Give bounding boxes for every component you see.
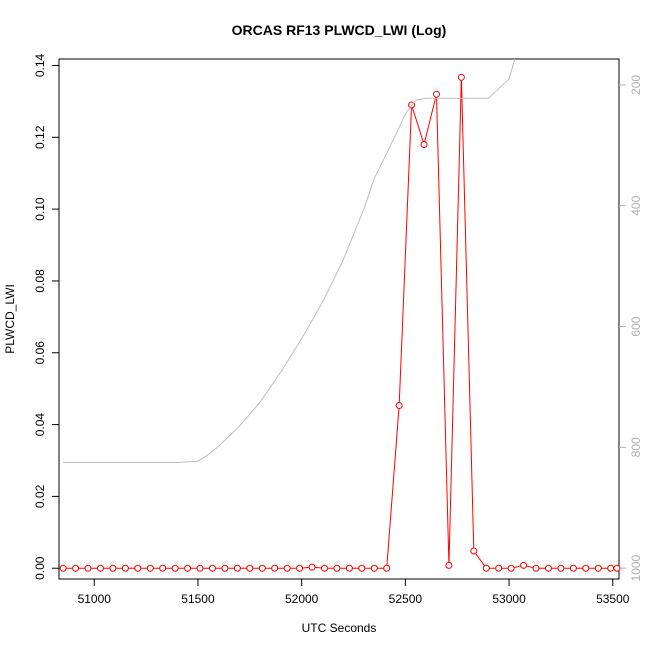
data-point [482, 564, 490, 572]
data-point [470, 547, 478, 555]
x-tick-label: 52500 [389, 592, 423, 606]
x-axis-label: UTC Seconds [302, 621, 377, 635]
data-point [296, 564, 304, 572]
data-point [96, 564, 104, 572]
y-tick-label: 0.14 [33, 53, 47, 77]
data-point [395, 402, 403, 410]
y-tick-label: 0.06 [33, 341, 47, 365]
data-point [432, 90, 440, 98]
data-point [613, 564, 621, 572]
y-tick-label: 0.10 [33, 197, 47, 221]
data-point [159, 564, 167, 572]
data-point [532, 564, 540, 572]
data-point [121, 564, 129, 572]
data-point [607, 564, 615, 572]
x-tick-label: 51500 [181, 592, 215, 606]
data-point [520, 561, 528, 569]
data-point [507, 564, 515, 572]
y-axis-label: PLWCD_LWI [3, 284, 17, 354]
x-tick-label: 53500 [596, 592, 630, 606]
data-point [333, 564, 341, 572]
y2-tick-label: 800 [629, 437, 643, 457]
secondary-line [63, 59, 516, 463]
data-point [283, 564, 291, 572]
data-point [271, 564, 279, 572]
data-point [258, 564, 266, 572]
data-point [320, 564, 328, 572]
data-point [184, 564, 192, 572]
y2-tick-label: 200 [629, 75, 643, 95]
data-point [420, 140, 428, 148]
y2-tick-label: 600 [629, 316, 643, 336]
plot-frame [58, 58, 620, 580]
data-point [72, 564, 80, 572]
axis-ticks: 51000 51500 52000 52500 53000 53500 0.00 0.02 0.… [33, 53, 643, 606]
data-point [383, 564, 391, 572]
data-point [246, 564, 254, 572]
x-tick-label: 52000 [285, 592, 319, 606]
y2-tick-label: 400 [629, 195, 643, 215]
data-point [495, 564, 503, 572]
data-point [544, 564, 552, 572]
y-tick-label: 0.04 [33, 413, 47, 437]
data-point [594, 564, 602, 572]
data-point [221, 564, 229, 572]
y-tick-label: 0.08 [33, 269, 47, 293]
data-point [59, 564, 67, 572]
data-point [358, 564, 366, 572]
data-point [582, 564, 590, 572]
x-tick-label: 53000 [492, 592, 526, 606]
x-tick-label: 51000 [78, 592, 112, 606]
data-point [134, 564, 142, 572]
data-point [208, 564, 216, 572]
data-point [196, 564, 204, 572]
data-point [345, 564, 353, 572]
data-point [445, 561, 453, 569]
data-point [171, 564, 179, 572]
data-point [84, 564, 92, 572]
chart-title: ORCAS RF13 PLWCD_LWI (Log) [232, 22, 447, 38]
data-point [109, 564, 117, 572]
data-point [557, 564, 565, 572]
y-tick-label: 0.00 [33, 556, 47, 580]
data-point [370, 564, 378, 572]
data-point [146, 564, 154, 572]
y-tick-label: 0.02 [33, 484, 47, 508]
data-point [308, 563, 316, 571]
data-point [569, 564, 577, 572]
series-layer [59, 59, 621, 572]
data-point [233, 564, 241, 572]
y-tick-label: 0.12 [33, 125, 47, 149]
series-line [63, 77, 617, 569]
data-point [457, 73, 465, 81]
y2-tick-label: 1000 [629, 554, 643, 581]
